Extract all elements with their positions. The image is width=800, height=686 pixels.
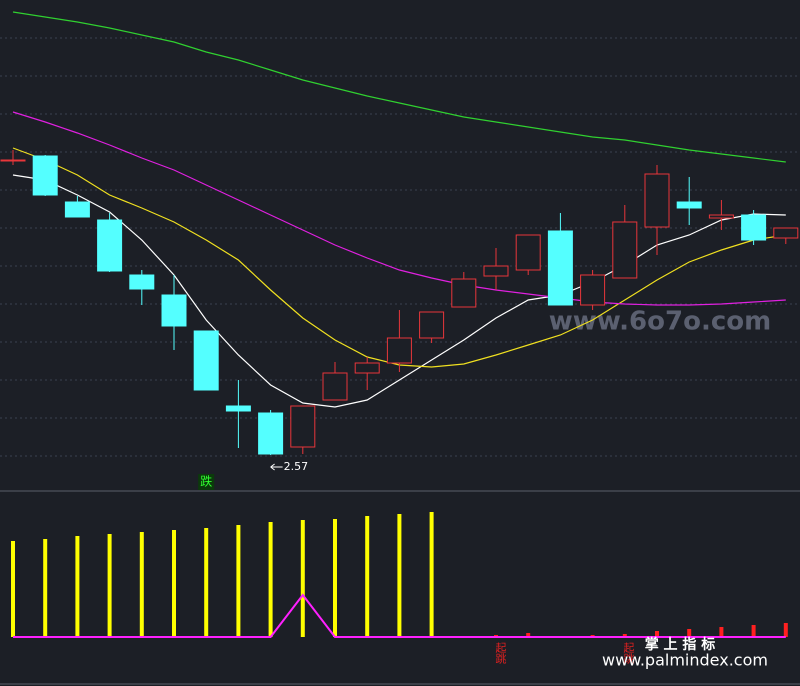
- indicator-bar: [397, 514, 402, 637]
- candle-body: [773, 227, 799, 239]
- candle-body: [322, 372, 348, 401]
- candle-body: [386, 337, 412, 364]
- candle-body: [64, 201, 90, 218]
- indicator-bar: [268, 522, 273, 637]
- indicator-bar: [719, 627, 724, 637]
- candle-body: [644, 173, 670, 228]
- candle-body: [225, 405, 251, 412]
- candle-body: [354, 362, 380, 374]
- candle-body: [0, 159, 26, 162]
- candle-body: [193, 330, 219, 391]
- candle-body: [547, 230, 573, 306]
- indicator-bar: [687, 629, 692, 637]
- indicator-bar: [300, 520, 305, 637]
- candle-body: [676, 201, 702, 209]
- indicator-bar: [365, 516, 370, 637]
- indicator-bar: [43, 539, 48, 637]
- candle-body: [741, 214, 767, 241]
- indicator-bar: [429, 512, 434, 637]
- indicator-bar: [172, 530, 176, 637]
- candle-body: [580, 274, 606, 306]
- watermark: 掌 上 指 标: [645, 636, 716, 653]
- indicator-bar: [622, 634, 627, 637]
- signal-down: 跌: [200, 474, 212, 489]
- candle-body: [161, 294, 187, 327]
- candle-body: [129, 274, 155, 290]
- candle-body: [515, 234, 541, 271]
- candle-body: [708, 214, 734, 219]
- candle-body: [612, 221, 638, 279]
- signal-up: 起跳: [494, 642, 507, 665]
- candle-body: [97, 219, 123, 272]
- signal-up: 起跳: [622, 642, 635, 665]
- indicator-bar: [236, 525, 241, 637]
- candle-body: [451, 278, 477, 308]
- low-annotation: 2.57: [284, 460, 309, 473]
- watermark: www.palmindex.com: [602, 651, 768, 670]
- candle-body: [32, 155, 58, 196]
- indicator-bar: [107, 534, 112, 637]
- indicator-bar: [655, 631, 659, 637]
- moving-average-line: [12, 11, 786, 163]
- indicator-bar: [75, 536, 80, 637]
- indicator-bar: [139, 532, 144, 637]
- candle-body: [290, 405, 316, 448]
- indicator-bar: [333, 519, 337, 637]
- indicator-line: [13, 593, 786, 638]
- indicator-bar: [204, 528, 209, 637]
- indicator-bar: [526, 633, 531, 637]
- watermark: www.6o7o.com: [549, 307, 771, 337]
- moving-average-line: [12, 111, 786, 306]
- indicator-bar: [783, 623, 788, 637]
- candle-body: [258, 412, 284, 455]
- indicator-bar: [751, 625, 756, 637]
- candle-body: [419, 311, 445, 339]
- signal-box: [198, 474, 215, 490]
- annotation-arrow: [270, 463, 283, 471]
- candle-body: [483, 265, 509, 277]
- indicator-bar: [11, 541, 15, 637]
